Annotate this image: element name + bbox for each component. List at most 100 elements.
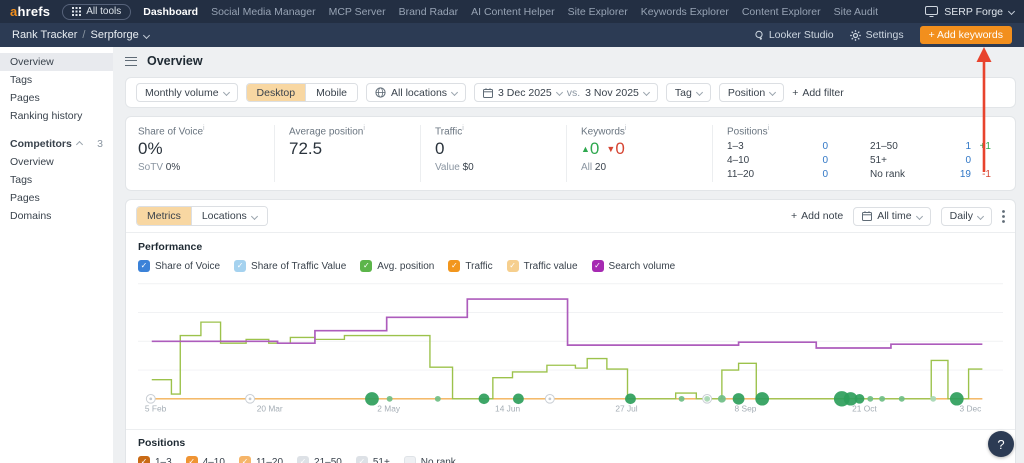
settings-button[interactable]: Settings [849,29,904,41]
svg-text:8 Sep: 8 Sep [735,405,757,414]
volume-select[interactable]: Monthly volume [136,83,238,102]
range-count[interactable]: 19 [959,169,971,181]
device-desktop-option[interactable]: Desktop [246,84,306,101]
sidebar-item-overview[interactable]: Overview [10,156,54,168]
nav-item-dashboard[interactable]: Dashboard [143,5,199,18]
positions-toggle-11-20[interactable]: ✓ 11–20 [238,456,284,463]
positions-toggle-label: 51+ [372,456,390,463]
all-tools-button[interactable]: All tools [62,3,132,20]
main-content: Overview Monthly volume Desktop Mobile A… [113,47,1024,463]
range-label: 1–3 [727,141,744,153]
workspace-name: SERP Forge [944,5,1003,18]
keywords-improved[interactable]: ▲0 [581,139,600,159]
nav-item-site-explorer[interactable]: Site Explorer [567,5,628,18]
breadcrumb-app: Rank Tracker [12,29,78,41]
plus-icon: + [791,210,798,223]
locations-select[interactable]: All locations [366,83,467,102]
range-count[interactable]: 1 [965,141,971,153]
globe-icon [375,87,386,98]
sidebar-item-ranking-history[interactable]: Ranking history [10,110,83,122]
positions-row-no-rank: No rank 19 -1 [870,168,991,182]
svg-text:5 Feb: 5 Feb [145,405,167,414]
time-range-value: All time [877,210,912,223]
section-label: Competitors [10,138,72,150]
sidebar-item-tags[interactable]: Tags [10,74,33,86]
date-range-select[interactable]: 3 Dec 2025 vs. 3 Nov 2025 [474,83,658,102]
tab-metrics[interactable]: Metrics [137,207,191,226]
chevron-down-icon [222,88,230,97]
position-select[interactable]: Position [718,83,785,102]
performance-section-title: Performance [138,241,203,254]
legend-label: Share of Traffic Value [251,260,347,272]
add-filter-button[interactable]: + Add filter [792,87,844,99]
add-keywords-button[interactable]: + Add keywords [919,26,1012,44]
add-note-label: Add note [801,210,844,223]
positions-toggle-no-rank[interactable]: No rank [403,456,456,463]
legend-toggle-avg-position[interactable]: ✓ Avg. position [360,260,434,273]
legend-toggle-share-of-voice[interactable]: ✓ Share of Voice [138,260,220,273]
filter-bar: Monthly volume Desktop Mobile All locati… [125,77,1016,108]
keywords-declined[interactable]: ▼0 [606,139,625,159]
workspace-switcher[interactable]: SERP Forge [925,5,1016,18]
nav-item-keywords-explorer[interactable]: Keywords Explorer [640,5,729,18]
ahrefs-logo[interactable]: ahrefs [10,4,50,19]
chart-canvas[interactable]: 5 Feb 20 Mar 2 May 14 Jun 27 Jul 8 Sep 21 Oct 3… [138,278,1003,418]
sidebar-item-pages[interactable]: Pages [10,92,40,104]
overview-menu-icon[interactable] [125,56,137,66]
positions-toggle-51[interactable]: ✓ 51+ [355,456,390,463]
legend-toggle-share-of-traffic-value[interactable]: ✓ Share of Traffic Value [234,260,347,273]
breadcrumb-separator: / [82,29,86,41]
nav-item-mcp-server[interactable]: MCP Server [328,5,386,18]
svg-text:21 Oct: 21 Oct [852,405,877,414]
metric-average-position: Average positioni 72.5 [274,125,420,183]
sidebar-item-tags[interactable]: Tags [10,174,33,186]
range-count[interactable]: 0 [822,155,828,167]
legend-label: Traffic value [523,260,578,272]
kebab-menu-icon[interactable] [1002,209,1005,223]
positions-toggle-21-50[interactable]: ✓ 21–50 [297,456,342,463]
add-note-button[interactable]: + Add note [791,210,843,222]
positions-toggle-1-3[interactable]: ✓ 1–3 [138,456,172,463]
primary-nav: Dashboard Social Media Manager MCP Server B… [143,6,878,18]
checkbox-icon: ✓ [506,260,519,273]
sidebar-item-pages[interactable]: Pages [10,192,40,204]
competitors-count-badge: 3 [97,138,103,150]
range-count[interactable]: 0 [965,155,971,167]
looker-studio-icon [755,30,763,40]
legend-toggle-traffic[interactable]: ✓ Traffic [448,260,493,273]
nav-item-brand-radar[interactable]: Brand Radar [398,5,459,18]
positions-row-4-10: 4–10 0 [727,154,848,168]
metrics-summary: Share of Voicei 0% SoTV 0% Average posit… [125,116,1016,192]
breadcrumb[interactable]: Rank Tracker / Serpforge [12,29,150,41]
positions-toggle-label: No rank [420,456,456,463]
legend-toggle-traffic-value[interactable]: ✓ Traffic value [506,260,578,273]
info-icon: i [624,125,627,132]
nav-item-ai-content-helper[interactable]: AI Content Helper [471,5,555,18]
sidebar-section-competitors[interactable]: Competitors 3 [0,135,113,153]
tab-locations[interactable]: Locations [190,207,267,226]
sidebar-item-overview[interactable]: Overview [0,53,113,71]
nav-item-social-media-manager[interactable]: Social Media Manager [211,5,316,18]
legend-toggle-search-volume[interactable]: ✓ Search volume [591,260,675,273]
add-filter-label: Add filter [802,86,844,99]
range-count[interactable]: 0 [822,141,828,153]
positions-toggle-label: 11–20 [255,456,284,463]
device-mobile-option[interactable]: Mobile [305,84,357,101]
time-range-select[interactable]: All time [853,206,931,226]
help-button[interactable]: ? [988,431,1014,457]
range-count[interactable]: 0 [822,169,828,181]
looker-studio-link[interactable]: Looker Studio [754,29,834,41]
performance-chart[interactable]: 5 Feb 20 Mar 2 May 14 Jun 27 Jul 8 Sep 21 Oct 3… [126,274,1015,423]
sidebar-item-domains[interactable]: Domains [10,210,52,222]
chevron-up-icon [75,140,83,148]
nav-item-site-audit[interactable]: Site Audit [833,5,878,18]
positions-toggle-4-10[interactable]: ✓ 4–10 [185,456,225,463]
legend-label: Traffic [465,260,493,272]
nav-item-content-explorer[interactable]: Content Explorer [741,5,821,18]
range-label: 21–50 [870,141,898,153]
positions-filter-checkboxes: ✓ 1–3 ✓ 4–10 ✓ 11–20 ✓ 21–50 ✓ 51+ No rank [126,449,1015,463]
tag-select[interactable]: Tag [665,83,711,102]
settings-label: Settings [865,29,904,41]
checkbox-icon [403,456,416,463]
granularity-select[interactable]: Daily [940,206,992,226]
